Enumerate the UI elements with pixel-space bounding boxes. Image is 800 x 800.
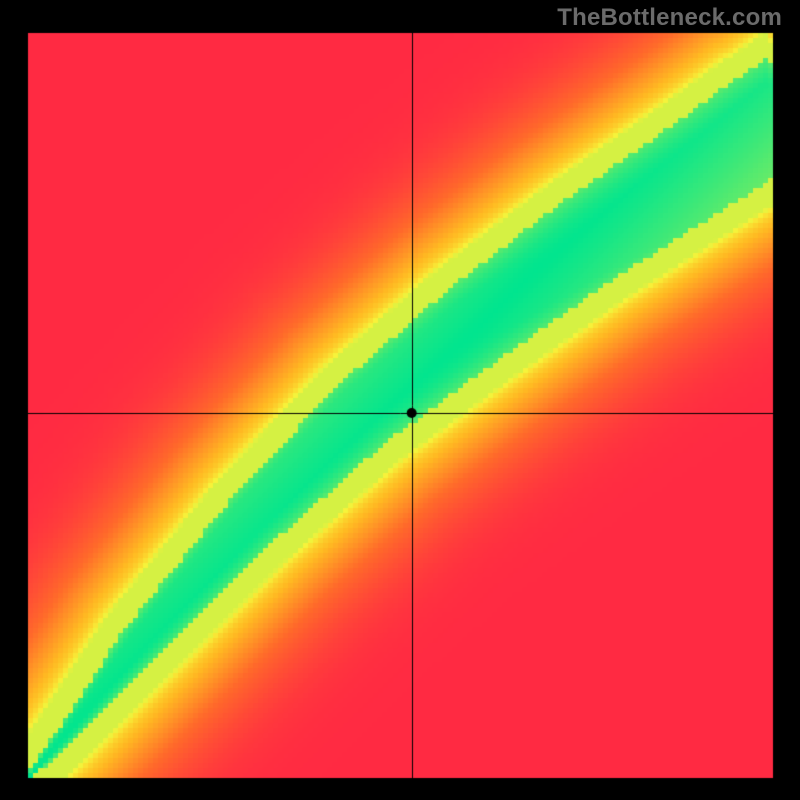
heatmap-canvas bbox=[0, 0, 800, 800]
chart-container: TheBottleneck.com bbox=[0, 0, 800, 800]
watermark-text: TheBottleneck.com bbox=[557, 4, 782, 32]
